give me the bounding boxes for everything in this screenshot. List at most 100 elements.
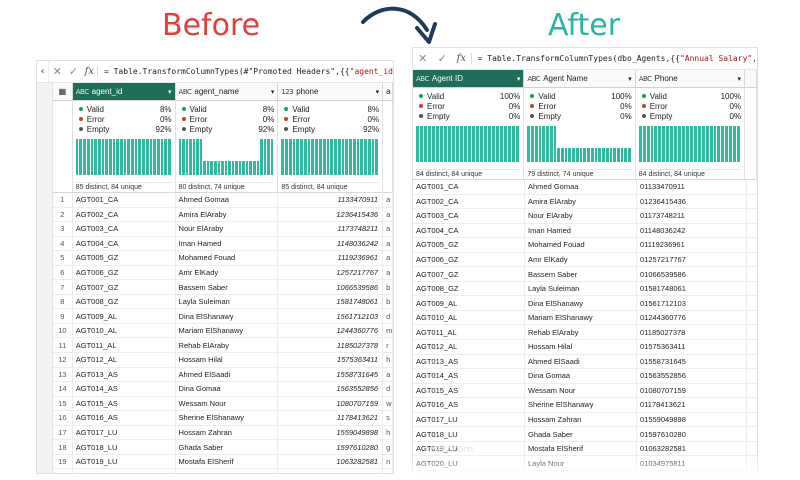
text-type-icon[interactable]: ABC bbox=[178, 87, 192, 96]
table-cell[interactable]: Ahmed ElSaadi bbox=[176, 367, 279, 382]
table-cell[interactable]: AGT008_GZ bbox=[73, 294, 176, 309]
table-cell[interactable]: Iman Hamed bbox=[176, 236, 279, 251]
table-cell[interactable]: d bbox=[383, 382, 393, 396]
table-row[interactable]: AGT011_AL Rehab ElAraby 01185027378 bbox=[413, 325, 757, 341]
table-cell[interactable]: 1244360776 bbox=[278, 323, 384, 338]
table-cell[interactable]: 12 bbox=[53, 353, 73, 367]
table-cell[interactable]: 7 bbox=[53, 280, 73, 294]
table-cell[interactable]: 1597610280 bbox=[278, 440, 384, 454]
column-header-truncated[interactable]: a bbox=[383, 83, 393, 100]
table-cell[interactable]: Mostafa ElSherif bbox=[176, 454, 279, 469]
table-cell[interactable]: AGT005_GZ bbox=[73, 251, 176, 265]
table-cell[interactable]: 01236415436 bbox=[637, 194, 747, 209]
table-cell[interactable]: 01173748211 bbox=[637, 209, 747, 223]
table-cell[interactable]: h bbox=[383, 353, 393, 367]
table-cell[interactable]: 01185027378 bbox=[637, 325, 747, 340]
table-cell[interactable]: AGT001_CA bbox=[413, 180, 525, 194]
table-cell[interactable]: 01133470911 bbox=[637, 180, 747, 194]
column-header-agent-id[interactable]: ABC Agent ID ▾ bbox=[413, 70, 525, 87]
table-cell[interactable]: AGT013_AS bbox=[413, 354, 525, 369]
table-cell[interactable]: 1148036242 bbox=[278, 236, 384, 251]
table-cell[interactable]: AGT014_AS bbox=[73, 382, 176, 396]
table-row[interactable]: 18 AGT018_LU Ghada Saber 1597610280 g bbox=[53, 440, 393, 455]
table-cell[interactable]: d bbox=[383, 309, 393, 323]
table-cell[interactable]: 01119236961 bbox=[637, 238, 747, 252]
chevron-down-icon[interactable]: ▾ bbox=[270, 88, 275, 96]
table-row[interactable]: 20AGT020_LULayla Nour1034975811l bbox=[53, 469, 393, 473]
table-cell[interactable]: 01559049898 bbox=[637, 412, 747, 427]
table-cell[interactable]: Sherine ElShanawy bbox=[525, 398, 637, 412]
table-row[interactable]: 13 AGT013_AS Ahmed ElSaadi 1558731645 a bbox=[53, 367, 393, 383]
table-cell[interactable]: 1173748211 bbox=[278, 222, 384, 236]
table-cell[interactable]: 1185027378 bbox=[278, 338, 384, 353]
table-row[interactable]: AGT016_AS Sherine ElShanawy 01178413621 bbox=[413, 398, 757, 413]
table-cell[interactable]: 1133470911 bbox=[278, 193, 384, 207]
text-type-icon[interactable]: ABC bbox=[75, 87, 89, 96]
table-cell[interactable]: Ghada Saber bbox=[525, 427, 637, 441]
table-row[interactable]: AGT003_CA Nour ElAraby 01173748211 bbox=[413, 209, 757, 224]
table-row[interactable]: AGT018_LU Ghada Saber 01597610280 bbox=[413, 427, 757, 442]
table-row[interactable]: 19 AGT019_LU Mostafa ElSherif 1063282581 n bbox=[53, 454, 393, 470]
table-cell[interactable]: Hossam Zahran bbox=[525, 412, 637, 427]
table-cell[interactable]: 3 bbox=[53, 222, 73, 236]
table-cell[interactable]: Ahmed Gomaa bbox=[176, 193, 279, 207]
formula-text[interactable]: = Table.TransformColumnTypes(#"Promoted … bbox=[98, 67, 393, 76]
check-icon[interactable]: ✓ bbox=[437, 52, 447, 65]
table-cell[interactable]: Bassem Saber bbox=[525, 267, 637, 281]
text-type-icon[interactable]: ABC bbox=[638, 74, 652, 83]
table-cell[interactable]: a bbox=[383, 207, 393, 222]
table-cell[interactable]: w bbox=[383, 396, 393, 411]
distribution-histogram[interactable] bbox=[281, 139, 379, 175]
table-row[interactable]: 9 AGT009_AL Dina ElShanawy 1561712103 d bbox=[53, 309, 393, 324]
text-type-icon[interactable]: ABC bbox=[527, 74, 541, 83]
table-cell[interactable]: 1 bbox=[53, 193, 73, 207]
table-cell[interactable]: 1257217767 bbox=[278, 265, 384, 280]
table-row[interactable]: 1 AGT001_CA Ahmed Gomaa 1133470911 a bbox=[53, 193, 393, 208]
table-row[interactable]: 3 AGT003_CA Nour ElAraby 1173748211 a bbox=[53, 222, 393, 237]
table-cell[interactable]: a bbox=[383, 193, 393, 207]
fx-icon[interactable]: fx bbox=[82, 66, 98, 77]
table-cell[interactable]: AGT016_AS bbox=[73, 411, 176, 425]
table-row[interactable]: AGT008_GZ Layla Suleiman 01581748061 bbox=[413, 281, 757, 297]
table-cell[interactable]: AGT009_AL bbox=[73, 309, 176, 323]
table-cell[interactable]: AGT018_LU bbox=[73, 440, 176, 454]
table-cell[interactable]: AGT016_AS bbox=[413, 398, 525, 412]
table-cell[interactable]: AGT018_LU bbox=[413, 427, 525, 441]
table-cell[interactable]: Mohamed Fouad bbox=[176, 251, 279, 265]
table-row[interactable]: AGT005_GZ Mohamed Fouad 01119236961 bbox=[413, 238, 757, 253]
table-cell[interactable]: Layla Suleiman bbox=[176, 294, 279, 309]
table-row[interactable]: AGT001_CA Ahmed Gomaa 01133470911 bbox=[413, 180, 757, 195]
table-cell[interactable]: 9 bbox=[53, 309, 73, 323]
chevron-down-icon[interactable]: ▾ bbox=[628, 75, 632, 83]
table-row[interactable]: AGT012_AL Hossam Hilal 01575363411 bbox=[413, 340, 757, 355]
table-cell[interactable]: m bbox=[383, 323, 393, 338]
table-cell[interactable]: 01257217767 bbox=[637, 252, 747, 267]
table-cell[interactable]: 4 bbox=[53, 236, 73, 251]
table-cell[interactable]: s bbox=[383, 411, 393, 425]
table-cell[interactable]: Amira ElAraby bbox=[176, 207, 279, 222]
table-cell[interactable]: 1119236961 bbox=[278, 251, 384, 265]
table-cell[interactable]: Hossam Zahran bbox=[176, 425, 279, 440]
table-cell[interactable]: Wessam Nour bbox=[525, 383, 637, 398]
column-header-agent-name[interactable]: ABC agent_name ▾ bbox=[176, 83, 279, 100]
table-row[interactable]: 11 AGT011_AL Rehab ElAraby 1185027378 r bbox=[53, 338, 393, 354]
table-cell[interactable]: Nour ElAraby bbox=[176, 222, 279, 236]
table-cell[interactable]: a bbox=[383, 367, 393, 382]
table-cell[interactable]: Dina ElShanawy bbox=[176, 309, 279, 323]
table-cell[interactable]: Amira ElAraby bbox=[525, 194, 637, 209]
table-cell[interactable]: Rehab ElAraby bbox=[176, 338, 279, 353]
table-cell[interactable]: 1066539586 bbox=[278, 280, 384, 294]
table-cell[interactable]: 01066539586 bbox=[637, 267, 747, 281]
table-cell[interactable]: 11 bbox=[53, 338, 73, 353]
chevron-down-icon[interactable]: ▾ bbox=[168, 88, 172, 96]
table-cell[interactable]: 1558731645 bbox=[278, 367, 384, 382]
table-cell[interactable]: Ghada Saber bbox=[176, 440, 279, 454]
table-cell[interactable]: 1563552856 bbox=[278, 382, 384, 396]
distribution-histogram[interactable] bbox=[638, 126, 741, 162]
chevron-down-icon[interactable]: ▾ bbox=[737, 75, 742, 83]
table-cell[interactable]: 01563552856 bbox=[637, 369, 747, 383]
table-row[interactable]: 10 AGT010_AL Mariam ElShanawy 1244360776 m bbox=[53, 323, 393, 339]
table-cell[interactable]: Dina ElShanawy bbox=[525, 296, 637, 310]
table-cell[interactable]: AGT011_AL bbox=[73, 338, 176, 353]
table-cell[interactable]: AGT017_LU bbox=[413, 412, 525, 427]
